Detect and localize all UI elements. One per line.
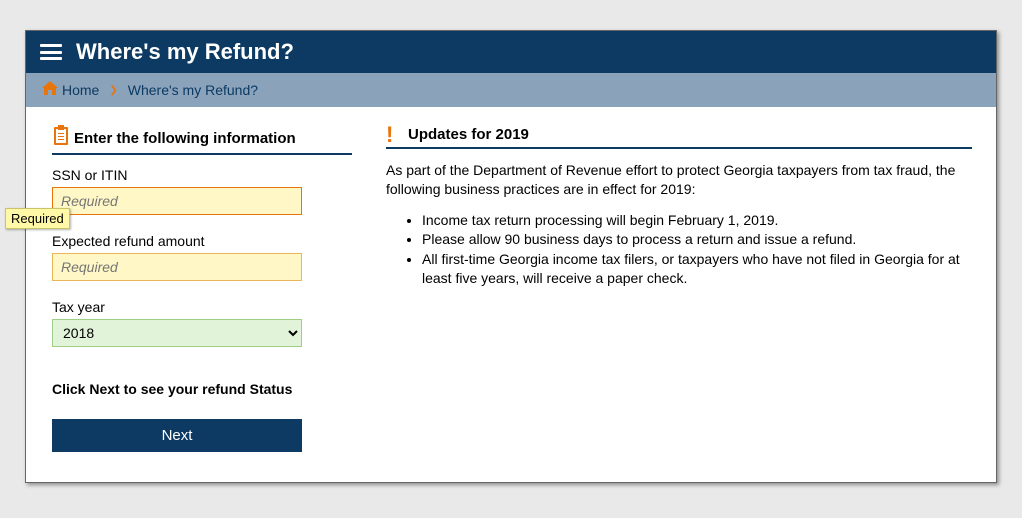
- form-section-header: Enter the following information: [52, 125, 352, 155]
- taxyear-field: Tax year 2018: [52, 299, 352, 347]
- taxyear-label: Tax year: [52, 299, 352, 315]
- form-column: Enter the following information SSN or I…: [52, 125, 352, 452]
- updates-bullet: Please allow 90 business days to process…: [422, 230, 972, 249]
- ssn-input[interactable]: [52, 187, 302, 215]
- form-section-title: Enter the following information: [74, 130, 296, 147]
- clipboard-icon: [52, 125, 74, 151]
- exclamation-icon: !: [386, 125, 408, 145]
- ssn-field: SSN or ITIN: [52, 167, 352, 215]
- updates-intro: As part of the Department of Revenue eff…: [386, 161, 972, 199]
- menu-icon[interactable]: [40, 44, 62, 60]
- updates-bullet: Income tax return processing will begin …: [422, 211, 972, 230]
- content-area: Enter the following information SSN or I…: [26, 107, 996, 482]
- app-window: Where's my Refund? Home ❯ Where's my Ref…: [25, 30, 997, 483]
- refund-input[interactable]: [52, 253, 302, 281]
- taxyear-select[interactable]: 2018: [52, 319, 302, 347]
- updates-list: Income tax return processing will begin …: [386, 211, 972, 289]
- required-tooltip: Required: [5, 208, 70, 229]
- refund-label: Expected refund amount: [52, 233, 352, 249]
- header-bar: Where's my Refund?: [26, 31, 996, 73]
- updates-bullet: All first-time Georgia income tax filers…: [422, 250, 972, 288]
- home-icon: [42, 81, 58, 99]
- breadcrumb-home-link[interactable]: Home: [62, 82, 99, 98]
- ssn-label: SSN or ITIN: [52, 167, 352, 183]
- next-button[interactable]: Next: [52, 419, 302, 452]
- updates-column: ! Updates for 2019 As part of the Depart…: [386, 125, 972, 452]
- breadcrumb: Home ❯ Where's my Refund?: [26, 73, 996, 107]
- breadcrumb-current: Where's my Refund?: [128, 82, 258, 98]
- form-instruction: Click Next to see your refund Status: [52, 381, 352, 397]
- updates-section-header: ! Updates for 2019: [386, 125, 972, 149]
- updates-body: As part of the Department of Revenue eff…: [386, 161, 972, 288]
- page-title: Where's my Refund?: [76, 39, 294, 65]
- updates-section-title: Updates for 2019: [408, 126, 529, 143]
- refund-field: Expected refund amount: [52, 233, 352, 281]
- chevron-right-icon: ❯: [109, 85, 117, 96]
